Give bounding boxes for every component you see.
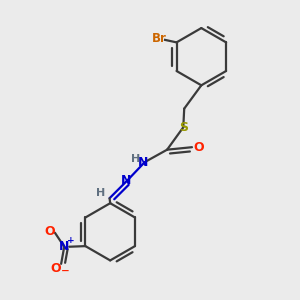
Text: H: H — [96, 188, 106, 198]
Text: S: S — [179, 121, 188, 134]
Text: N: N — [59, 240, 69, 253]
Text: N: N — [138, 156, 148, 169]
Text: O: O — [50, 262, 61, 275]
Text: O: O — [44, 225, 55, 238]
Text: O: O — [194, 141, 204, 154]
Text: N: N — [121, 174, 131, 187]
Text: −: − — [61, 266, 69, 276]
Text: H: H — [131, 154, 141, 164]
Text: Br: Br — [152, 32, 167, 45]
Text: +: + — [67, 236, 74, 245]
